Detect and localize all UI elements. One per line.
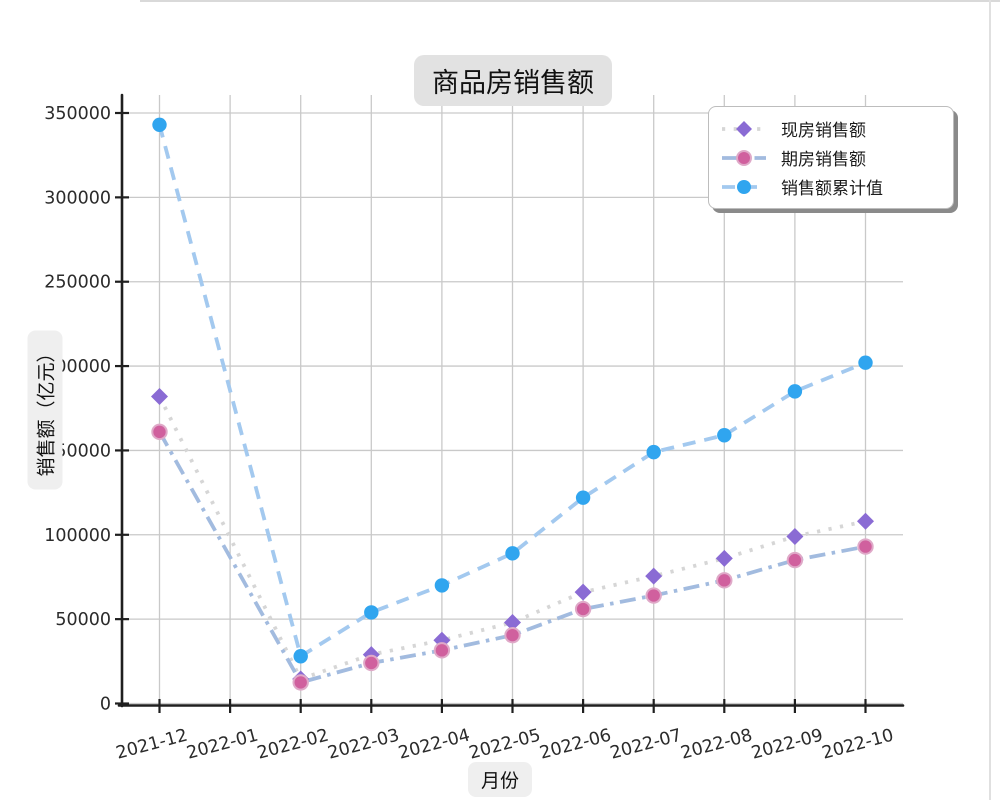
data-point-circle [293, 649, 308, 664]
data-point-diamond [151, 387, 168, 405]
data-point-circle [716, 572, 733, 589]
y-tick-label: 100000 [44, 526, 111, 546]
data-point-circle [645, 587, 662, 604]
data-point-circle [787, 384, 803, 399]
series-line-1 [157, 430, 866, 685]
x-tick-label: 2022-08 [679, 726, 755, 764]
legend-sample-circle-dashdot-icon [722, 149, 766, 166]
legend-label: 销售额累计值 [781, 179, 883, 199]
x-tick-label: 2022-10 [820, 726, 896, 764]
data-point-circle [505, 546, 520, 561]
x-tick-label: 2022-02 [255, 726, 331, 764]
data-point-circle [575, 490, 591, 505]
data-point-circle [434, 578, 450, 593]
y-axis-label: 销售额（亿元） [27, 330, 63, 490]
data-point-circle [292, 674, 309, 691]
window-top-edge [140, 0, 1000, 2]
chart-title: 商品房销售额 [414, 55, 612, 106]
y-tick-label: 0 [100, 695, 111, 715]
data-point-circle [433, 642, 451, 659]
window-right-edge [989, 0, 991, 800]
legend-item-xianfang: 现房销售额 [719, 115, 937, 142]
data-point-circle [363, 654, 380, 672]
x-tick-label: 2022-04 [396, 726, 472, 764]
data-point-circle [364, 605, 379, 620]
x-tick-label: 2022-05 [467, 726, 543, 764]
legend-item-qifang: 期房销售额 [719, 144, 937, 171]
x-tick-label: 2022-06 [538, 726, 614, 764]
data-point-circle [646, 444, 661, 460]
x-tick-label: 2022-01 [185, 726, 261, 764]
y-tick-label: 50000 [55, 610, 111, 630]
y-tick-label: 300000 [44, 188, 111, 208]
data-point-circle [786, 551, 804, 569]
data-point-circle [504, 626, 521, 644]
data-point-circle [152, 117, 167, 133]
legend-sample-diamond-dotted-icon [722, 120, 766, 137]
data-point-diamond [786, 527, 804, 545]
series-line-0 [157, 395, 866, 682]
x-axis-label: 月份 [467, 762, 533, 797]
data-point-circle [858, 355, 873, 370]
data-point-circle [574, 600, 592, 618]
legend-label: 期房销售额 [781, 150, 866, 170]
data-point-diamond [504, 614, 521, 632]
x-tick-label: 2022-09 [749, 726, 825, 764]
data-point-diamond [645, 567, 663, 585]
legend-item-leiji: 销售额累计值 [719, 173, 937, 200]
legend-sample-circle-dashed-icon [722, 179, 766, 194]
data-point-diamond [857, 512, 874, 530]
x-tick-label: 2022-03 [326, 726, 402, 764]
data-point-diamond [574, 583, 592, 601]
data-point-circle [857, 538, 874, 555]
data-point-circle [717, 428, 732, 443]
y-tick-label: 250000 [44, 273, 111, 293]
legend-box: 现房销售额 期房销售额 销售额累计值 [708, 106, 954, 209]
x-tick-label: 2021-12 [114, 726, 190, 764]
data-point-diamond [715, 549, 733, 567]
data-point-circle [151, 423, 168, 441]
x-tick-label: 2022-07 [608, 726, 684, 764]
legend-label: 现房销售额 [781, 121, 866, 141]
y-tick-label: 350000 [44, 104, 111, 124]
